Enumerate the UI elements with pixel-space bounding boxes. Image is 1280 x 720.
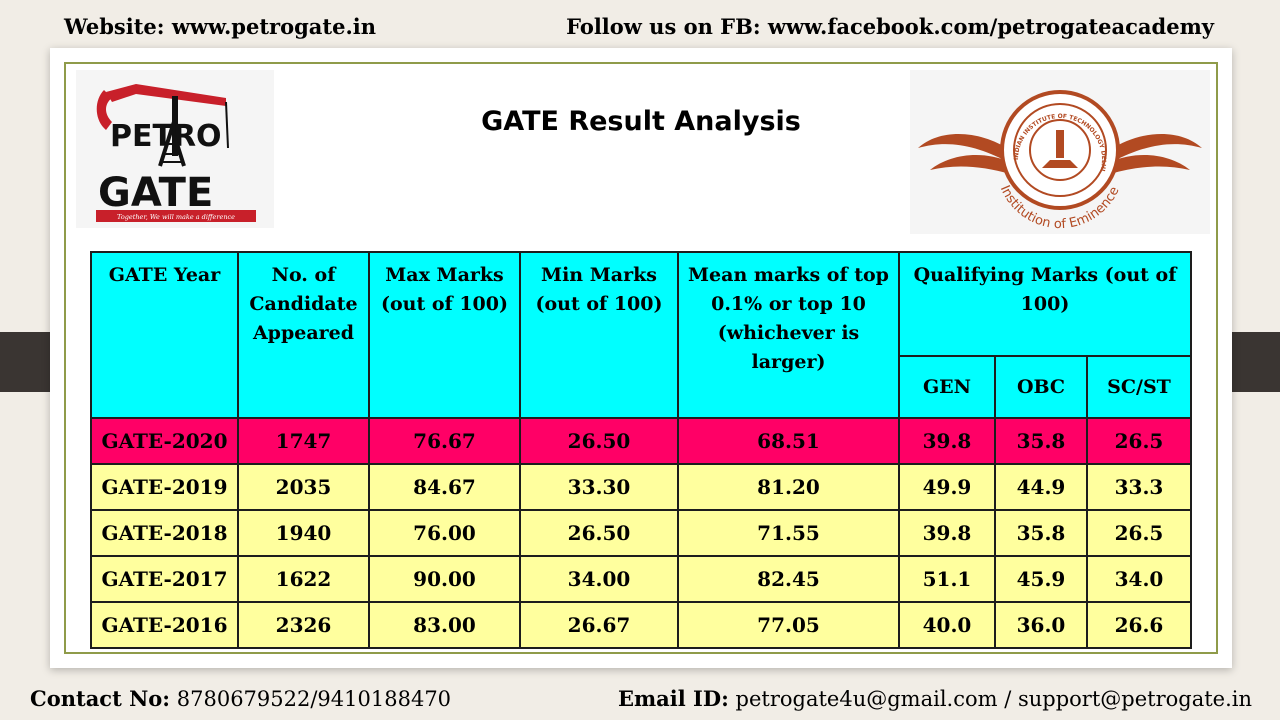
cell-year: GATE-2020 xyxy=(90,417,239,465)
cell-min: 26.50 xyxy=(519,417,679,465)
cell-mean: 68.51 xyxy=(677,417,900,465)
cell-candidates: 2326 xyxy=(237,601,370,649)
cell-gen: 49.9 xyxy=(898,463,996,511)
cell-obc: 44.9 xyxy=(994,463,1088,511)
card-border xyxy=(64,62,1218,654)
cell-obc: 45.9 xyxy=(994,555,1088,603)
cell-min: 26.50 xyxy=(519,509,679,557)
cell-min: 26.67 xyxy=(519,601,679,649)
website-link[interactable]: Website: www.petrogate.in xyxy=(64,14,376,39)
facebook-link[interactable]: Follow us on FB: www.facebook.com/petrog… xyxy=(566,14,1214,39)
iit-delhi-emblem: INDIAN INSTITUTE OF TECHNOLOGY DELHI Ins… xyxy=(910,70,1210,234)
cell-mean: 81.20 xyxy=(677,463,900,511)
cell-candidates: 2035 xyxy=(237,463,370,511)
cell-max: 76.67 xyxy=(368,417,521,465)
contact-label: Contact No: xyxy=(30,686,171,711)
cell-gen: 39.8 xyxy=(898,417,996,465)
cell-year: GATE-2019 xyxy=(90,463,239,511)
cell-mean: 82.45 xyxy=(677,555,900,603)
pump-jack-icon: PETRO GATE Together, We will make a diff… xyxy=(96,84,256,222)
cell-obc: 35.8 xyxy=(994,509,1088,557)
cell-max: 90.00 xyxy=(368,555,521,603)
header-qualifying-marks: Qualifying Marks (out of 100) xyxy=(898,251,1192,357)
cell-gen: 40.0 xyxy=(898,601,996,649)
cell-gen: 51.1 xyxy=(898,555,996,603)
header-max-marks: Max Marks (out of 100) xyxy=(368,251,521,419)
contact-value[interactable]: 8780679522/9410188470 xyxy=(176,687,452,711)
cell-candidates: 1747 xyxy=(237,417,370,465)
cell-obc: 35.8 xyxy=(994,417,1088,465)
cell-obc: 36.0 xyxy=(994,601,1088,649)
cell-candidates: 1622 xyxy=(237,555,370,603)
institute-seal-icon: INDIAN INSTITUTE OF TECHNOLOGY DELHI Ins… xyxy=(918,90,1202,232)
cell-scst: 33.3 xyxy=(1086,463,1192,511)
header-scst: SC/ST xyxy=(1086,355,1192,419)
cell-year: GATE-2018 xyxy=(90,509,239,557)
gate-result-table: GATE Year No. of Candidate Appeared Max … xyxy=(90,251,1192,649)
svg-text:Together, We will make a diffe: Together, We will make a difference xyxy=(117,213,235,221)
cell-scst: 26.5 xyxy=(1086,509,1192,557)
email-value[interactable]: petrogate4u@gmail.com / support@petrogat… xyxy=(735,687,1252,711)
cell-min: 33.30 xyxy=(519,463,679,511)
cell-max: 84.67 xyxy=(368,463,521,511)
header-gate-year: GATE Year xyxy=(90,251,239,419)
header-gen: GEN xyxy=(898,355,996,419)
cell-candidates: 1940 xyxy=(237,509,370,557)
cell-mean: 71.55 xyxy=(677,509,900,557)
petrogate-logo: PETRO GATE Together, We will make a diff… xyxy=(76,70,274,228)
cell-year: GATE-2016 xyxy=(90,601,239,649)
cell-scst: 26.6 xyxy=(1086,601,1192,649)
cell-scst: 26.5 xyxy=(1086,417,1192,465)
header-min-marks: Min Marks (out of 100) xyxy=(519,251,679,419)
cell-gen: 39.8 xyxy=(898,509,996,557)
table-row: GATE-2016 2326 83.00 26.67 77.05 40.0 36… xyxy=(90,601,1192,649)
table-row: GATE-2018 1940 76.00 26.50 71.55 39.8 35… xyxy=(90,509,1192,557)
slide-card: PETRO GATE Together, We will make a diff… xyxy=(50,48,1232,668)
cell-year: GATE-2017 xyxy=(90,555,239,603)
svg-text:GATE: GATE xyxy=(98,170,213,216)
cell-max: 76.00 xyxy=(368,509,521,557)
cell-min: 34.00 xyxy=(519,555,679,603)
contact-number: Contact No: 8780679522/9410188470 xyxy=(30,686,451,711)
email-id: Email ID: petrogate4u@gmail.com / suppor… xyxy=(618,686,1252,711)
header-mean-marks: Mean marks of top 0.1% or top 10 (whiche… xyxy=(677,251,900,419)
header-candidates: No. of Candidate Appeared xyxy=(237,251,370,419)
cell-mean: 77.05 xyxy=(677,601,900,649)
table-row: GATE-2020 1747 76.67 26.50 68.51 39.8 35… xyxy=(90,417,1192,465)
table-row: GATE-2017 1622 90.00 34.00 82.45 51.1 45… xyxy=(90,555,1192,603)
cell-max: 83.00 xyxy=(368,601,521,649)
cell-scst: 34.0 xyxy=(1086,555,1192,603)
table-row: GATE-2019 2035 84.67 33.30 81.20 49.9 44… xyxy=(90,463,1192,511)
page-title: GATE Result Analysis xyxy=(481,106,801,137)
email-label: Email ID: xyxy=(617,686,729,711)
header-obc: OBC xyxy=(994,355,1088,419)
